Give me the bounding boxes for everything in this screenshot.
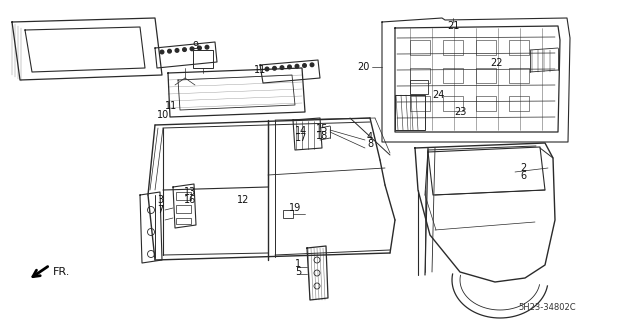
Circle shape	[182, 48, 186, 51]
Bar	[410, 40, 430, 55]
Text: 16: 16	[184, 195, 196, 205]
Text: 17: 17	[295, 133, 307, 143]
Circle shape	[168, 49, 172, 53]
Text: 11: 11	[165, 101, 177, 111]
Text: 13: 13	[184, 187, 196, 197]
Bar	[443, 40, 463, 55]
Bar	[395, 95, 425, 130]
Circle shape	[273, 66, 276, 70]
Text: 24: 24	[432, 90, 444, 100]
Text: 7: 7	[157, 205, 163, 215]
Text: 9: 9	[192, 41, 198, 51]
Bar	[410, 68, 430, 83]
Text: 2: 2	[520, 163, 526, 173]
Circle shape	[303, 64, 307, 67]
Circle shape	[175, 48, 179, 52]
Bar	[193, 50, 213, 68]
Text: 5: 5	[295, 267, 301, 277]
Text: 3: 3	[157, 195, 163, 205]
Text: 5H23-34802C: 5H23-34802C	[518, 303, 575, 313]
Text: 10: 10	[157, 110, 169, 120]
Bar	[509, 68, 529, 83]
Bar	[443, 68, 463, 83]
Bar	[176, 205, 191, 213]
Text: FR.: FR.	[53, 267, 70, 277]
Bar	[410, 96, 430, 111]
Circle shape	[198, 46, 202, 50]
Text: 14: 14	[295, 126, 307, 136]
Text: 22: 22	[490, 58, 502, 68]
Bar	[283, 210, 293, 218]
Circle shape	[190, 47, 194, 51]
Text: 21: 21	[447, 21, 459, 31]
Circle shape	[280, 66, 284, 70]
Circle shape	[265, 67, 269, 71]
Bar	[443, 96, 463, 111]
Circle shape	[205, 45, 209, 49]
Bar	[476, 40, 496, 55]
Circle shape	[288, 65, 291, 69]
Text: 1: 1	[295, 259, 301, 269]
Bar	[476, 68, 496, 83]
Circle shape	[160, 50, 164, 54]
Bar	[410, 80, 428, 94]
Bar	[509, 96, 529, 111]
Text: 4: 4	[367, 132, 373, 142]
Text: 19: 19	[289, 203, 301, 213]
Text: 23: 23	[454, 107, 467, 117]
Bar	[509, 40, 529, 55]
Text: 12: 12	[237, 195, 250, 205]
Circle shape	[310, 63, 314, 67]
Text: 20: 20	[357, 62, 369, 72]
Text: 8: 8	[367, 139, 373, 149]
Text: 11: 11	[254, 65, 266, 75]
Text: 18: 18	[316, 131, 328, 141]
Bar	[176, 218, 191, 224]
Bar	[176, 192, 191, 200]
Text: 15: 15	[316, 124, 328, 134]
Circle shape	[295, 64, 299, 68]
Bar	[476, 96, 496, 111]
Text: 6: 6	[520, 171, 526, 181]
